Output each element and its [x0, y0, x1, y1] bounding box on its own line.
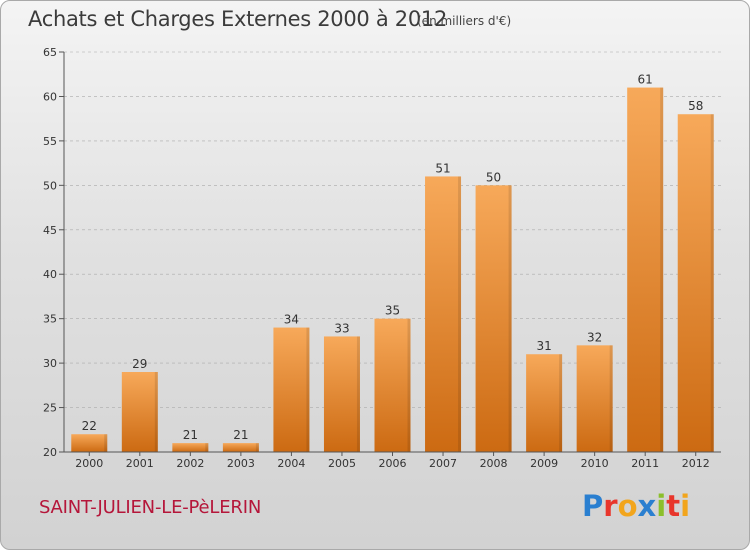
y-tick-label: 30	[43, 357, 57, 370]
value-label: 21	[233, 428, 248, 442]
bar-shade	[407, 318, 411, 452]
x-tick-label: 2001	[126, 457, 154, 470]
logo-letter: P	[582, 489, 604, 523]
proxiti-logo: Proxiti	[582, 489, 690, 523]
value-label: 51	[435, 161, 450, 175]
bar-2011	[627, 87, 664, 453]
value-label: 33	[334, 321, 349, 335]
logo-letter: t	[666, 489, 681, 523]
x-tick-label: 2009	[530, 457, 558, 470]
bar-2003	[222, 443, 259, 452]
bar-2007	[425, 176, 462, 452]
chart-unit: (en milliers d'€)	[417, 14, 512, 28]
logo-letter: i	[656, 489, 667, 523]
value-label: 31	[536, 339, 551, 353]
y-tick-label: 35	[43, 313, 57, 326]
x-tick-label: 2005	[328, 457, 356, 470]
bar-2012	[677, 114, 714, 452]
chart-title: Achats et Charges Externes 2000 à 2012	[28, 7, 448, 31]
bar-shade	[154, 372, 158, 452]
x-tick-label: 2012	[682, 457, 710, 470]
y-tick-label: 20	[43, 446, 57, 459]
logo-letter: r	[603, 489, 618, 523]
y-tick-label: 55	[43, 135, 57, 148]
bar-shade	[660, 87, 664, 453]
value-label: 34	[284, 313, 299, 327]
x-tick-label: 2004	[277, 457, 305, 470]
x-tick-label: 2008	[480, 457, 508, 470]
bar-shade	[306, 327, 310, 452]
logo-letter: o	[617, 489, 638, 523]
value-label: 21	[183, 428, 198, 442]
bar-2009	[526, 354, 563, 452]
bar-2008	[475, 185, 512, 453]
value-label: 50	[486, 170, 501, 184]
bar-2002	[172, 443, 209, 452]
x-tick-label: 2011	[631, 457, 659, 470]
bar-shade	[559, 354, 563, 452]
bar-shade	[255, 443, 259, 452]
y-tick-label: 50	[43, 179, 57, 192]
bar-shade	[508, 185, 512, 453]
value-label: 22	[82, 419, 97, 433]
bar-2001	[121, 372, 158, 452]
bar-2004	[273, 327, 310, 452]
value-label: 58	[688, 99, 703, 113]
bar-2000	[71, 434, 108, 452]
bar-2010	[576, 345, 613, 452]
bar-shade	[104, 434, 108, 452]
y-tick-label: 60	[43, 90, 57, 103]
value-label: 35	[385, 304, 400, 318]
logo-letter: i	[680, 489, 691, 523]
value-label: 32	[587, 330, 602, 344]
x-tick-label: 2007	[429, 457, 457, 470]
y-tick-label: 40	[43, 268, 57, 281]
bar-shade	[458, 176, 462, 452]
bar-2006	[374, 318, 411, 452]
x-tick-label: 2002	[176, 457, 204, 470]
logo-letter: x	[637, 489, 657, 523]
bar-shade	[609, 345, 613, 452]
y-tick-label: 45	[43, 224, 57, 237]
bar-shade	[710, 114, 714, 452]
x-tick-label: 2006	[379, 457, 407, 470]
commune-name: SAINT-JULIEN-LE-PèLERIN	[39, 497, 262, 518]
bar-shade	[205, 443, 209, 452]
value-label: 61	[638, 73, 653, 87]
x-tick-label: 2010	[581, 457, 609, 470]
y-tick-label: 65	[43, 46, 57, 59]
x-tick-label: 2003	[227, 457, 255, 470]
bar-2005	[323, 336, 360, 452]
y-tick-label: 25	[43, 402, 57, 415]
x-tick-label: 2000	[75, 457, 103, 470]
value-label: 29	[132, 357, 147, 371]
bar-shade	[356, 336, 360, 452]
